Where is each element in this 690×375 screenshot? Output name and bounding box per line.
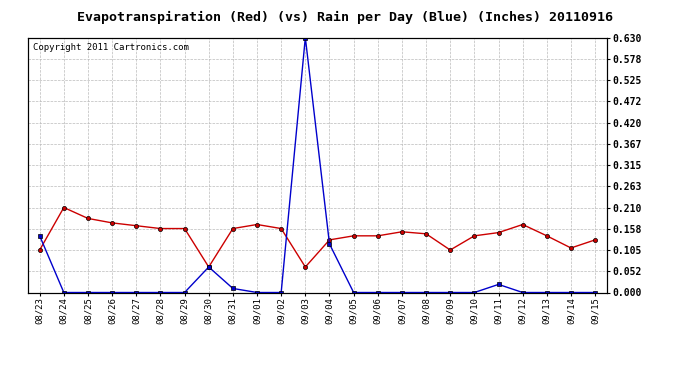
Text: Copyright 2011 Cartronics.com: Copyright 2011 Cartronics.com bbox=[33, 43, 189, 52]
Text: Evapotranspiration (Red) (vs) Rain per Day (Blue) (Inches) 20110916: Evapotranspiration (Red) (vs) Rain per D… bbox=[77, 11, 613, 24]
